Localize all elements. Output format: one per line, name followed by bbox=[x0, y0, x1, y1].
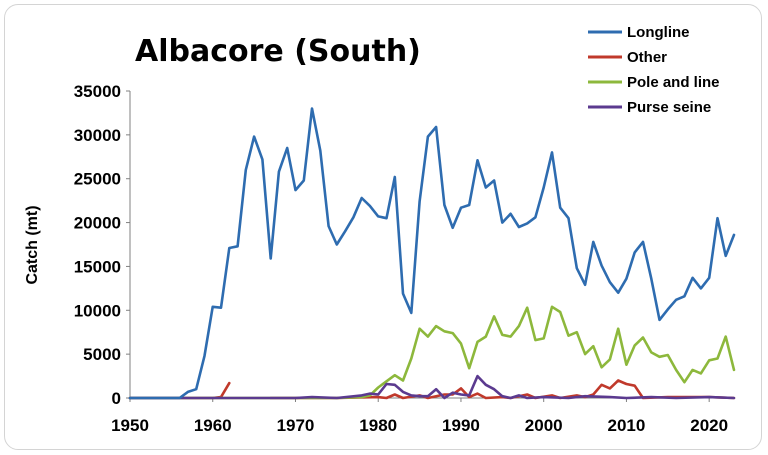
x-tick-label: 1990 bbox=[442, 416, 480, 435]
series-line-purse-seine bbox=[128, 374, 736, 400]
x-tick-label: 1980 bbox=[359, 416, 397, 435]
legend: Longline Other Pole and line Purse seine bbox=[588, 24, 720, 116]
y-tick-label: 35000 bbox=[74, 82, 121, 101]
y-tick-label: 30000 bbox=[74, 126, 121, 145]
x-tick-label: 1950 bbox=[111, 416, 149, 435]
axes: 0 5000 10000 15000 20000 25000 30000 35000 1950 1… bbox=[74, 82, 734, 435]
x-tick-label: 1970 bbox=[277, 416, 315, 435]
chart-title: Albacore (South) bbox=[135, 34, 421, 69]
series-line-longline bbox=[128, 107, 736, 400]
y-tick-label: 20000 bbox=[74, 214, 121, 233]
series-line-pole-and-line bbox=[128, 305, 736, 400]
y-tick-label: 15000 bbox=[74, 257, 121, 276]
series-line-other bbox=[128, 381, 231, 400]
x-tick-label: 2020 bbox=[690, 416, 728, 435]
x-tick-label: 2000 bbox=[525, 416, 563, 435]
series-group bbox=[128, 107, 736, 400]
legend-label-purse-seine: Purse seine bbox=[627, 99, 711, 116]
y-tick-label: 5000 bbox=[83, 345, 121, 364]
x-tick-label: 1960 bbox=[194, 416, 232, 435]
y-axis-label: Catch (mt) bbox=[24, 205, 41, 284]
legend-label-pole-and-line: Pole and line bbox=[627, 74, 720, 91]
y-tick-label: 0 bbox=[112, 389, 121, 408]
legend-label-longline: Longline bbox=[627, 24, 690, 41]
x-tick-label: 2010 bbox=[608, 416, 646, 435]
y-tick-label: 25000 bbox=[74, 170, 121, 189]
legend-label-other: Other bbox=[627, 49, 667, 66]
y-tick-label: 10000 bbox=[74, 301, 121, 320]
